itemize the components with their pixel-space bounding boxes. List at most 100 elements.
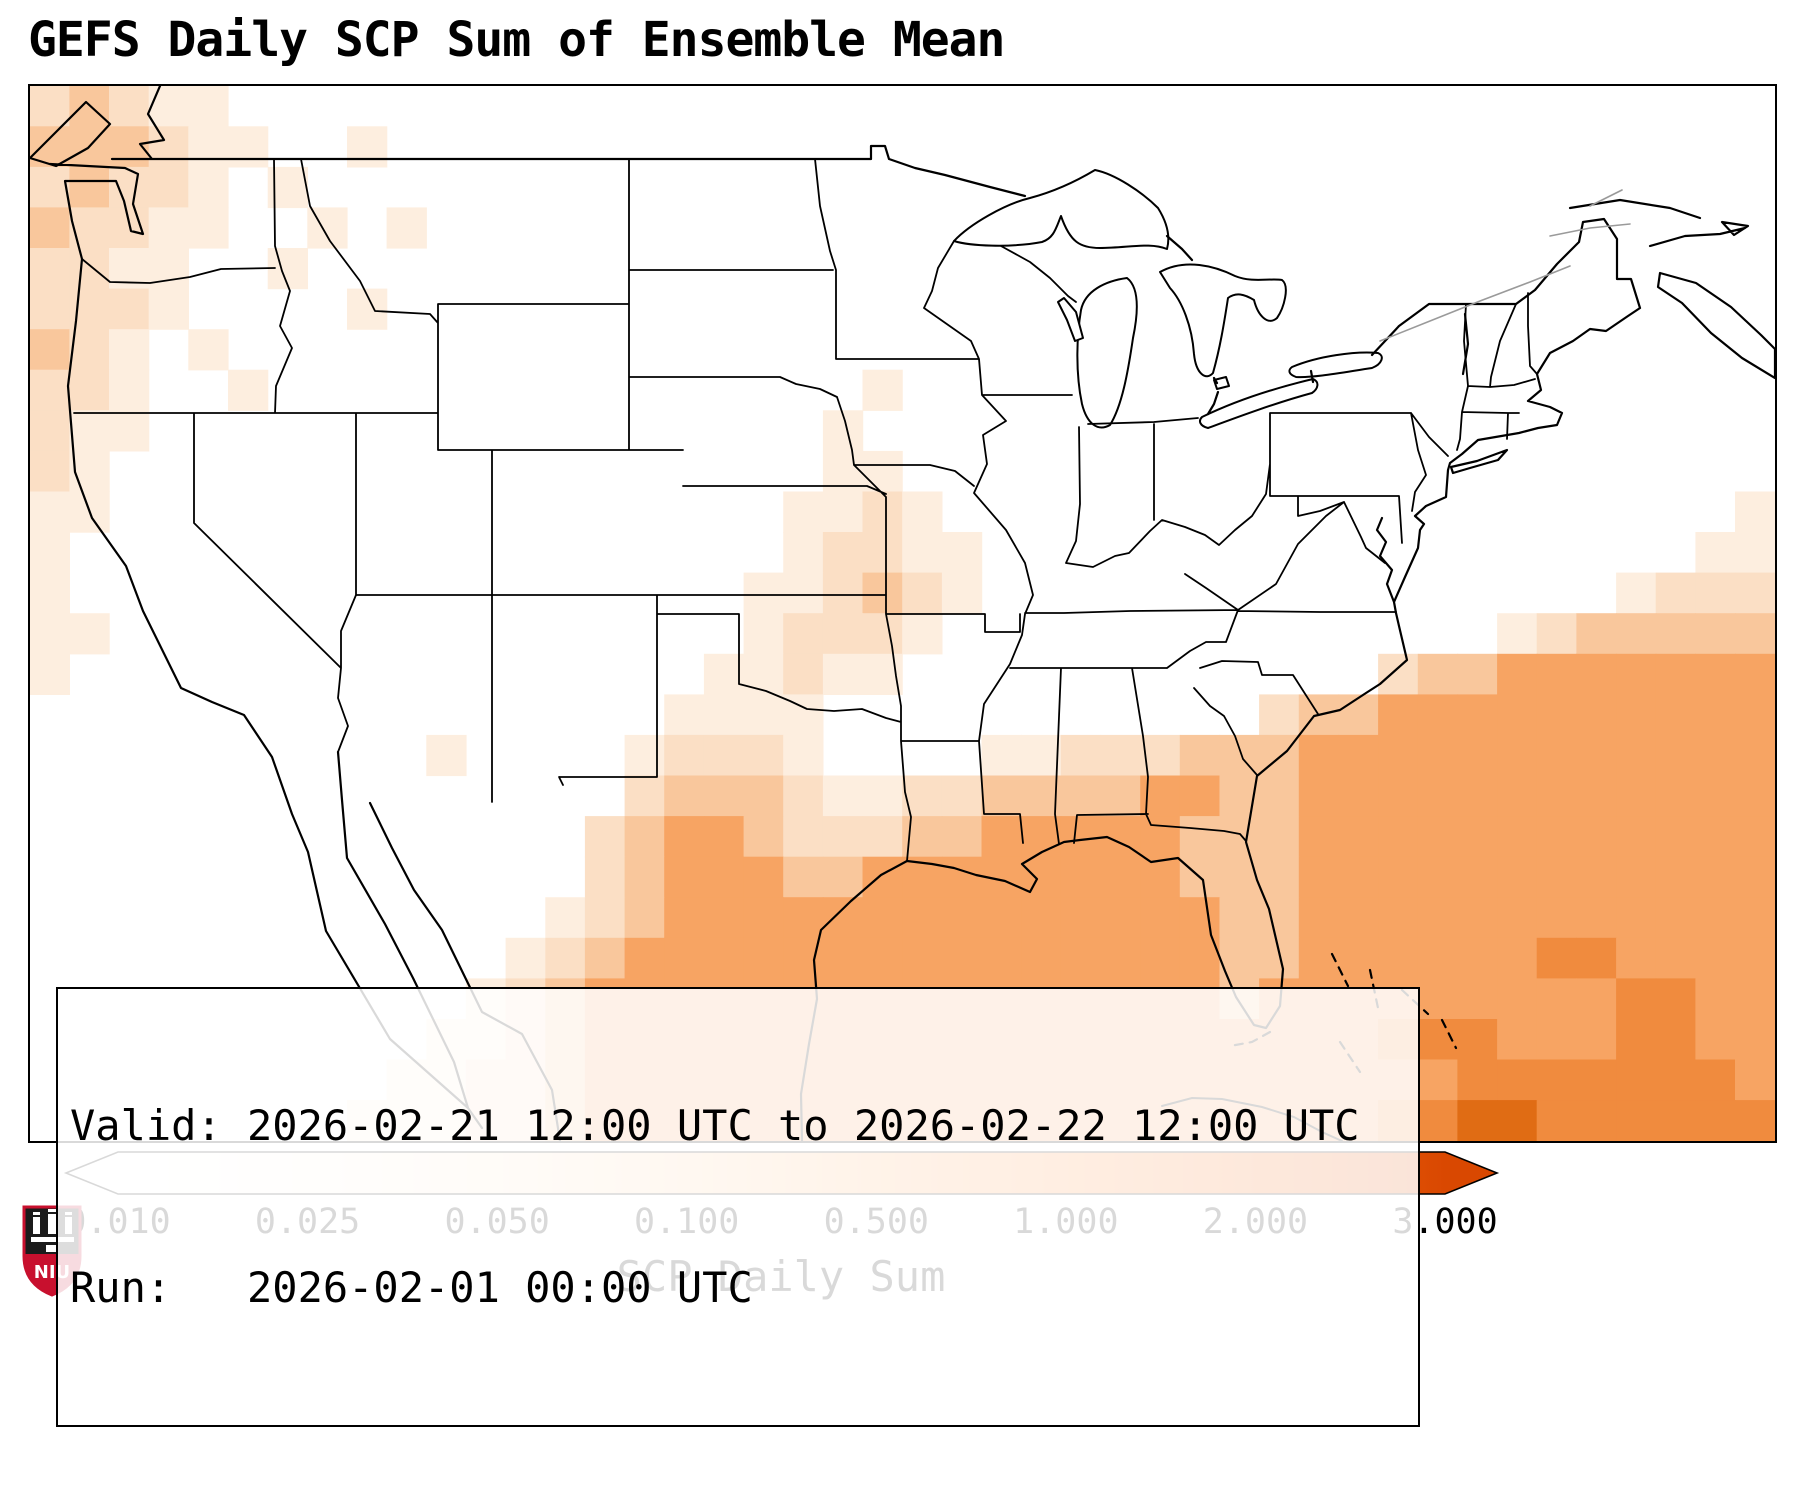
heatmap-cell (783, 897, 824, 939)
heatmap-cell (1417, 937, 1459, 979)
heatmap-cell (148, 166, 189, 209)
heatmap-cell (1576, 775, 1617, 817)
heatmap-cell (703, 856, 745, 898)
heatmap-cell (783, 856, 824, 898)
heatmap-cell (1021, 816, 1062, 858)
heatmap-cell (862, 532, 903, 574)
heatmap-cell (1655, 856, 1696, 898)
heatmap-cell (1497, 1100, 1538, 1141)
heatmap-cell (1219, 734, 1260, 777)
heatmap-cell (30, 248, 70, 290)
heatmap-cell (624, 734, 665, 777)
heatmap-cell (1576, 978, 1617, 1020)
heatmap-cell (1695, 937, 1736, 979)
heatmap-cell (1536, 613, 1577, 655)
heatmap-cell (1576, 937, 1617, 979)
heatmap-cell (1100, 734, 1141, 777)
heatmap-cell (1457, 937, 1498, 979)
heatmap-cell (1735, 694, 1775, 736)
heatmap-cell (30, 329, 70, 371)
heatmap-cell (1497, 1059, 1538, 1101)
heatmap-cell (862, 450, 903, 493)
heatmap-cell (228, 369, 269, 411)
info-valid-line: Valid: 2026-02-21 12:00 UTC to 2026-02-2… (70, 1101, 1360, 1150)
heatmap-cell (1536, 734, 1577, 777)
heatmap-cell (1616, 572, 1657, 614)
heatmap-cell (1338, 694, 1379, 736)
heatmap-cell (1497, 775, 1538, 817)
heatmap-cell (902, 937, 943, 979)
heatmap-cell (1655, 734, 1696, 777)
heatmap-cell (743, 572, 784, 614)
heatmap-cell (1735, 532, 1775, 574)
heatmap-cell (1655, 978, 1696, 1020)
heatmap-cell (1735, 775, 1775, 817)
heatmap-cell (1536, 775, 1577, 817)
heatmap-cell (347, 126, 388, 168)
heatmap-cell (69, 410, 110, 452)
heatmap-cell (1378, 897, 1419, 939)
heatmap-cell (69, 450, 110, 493)
heatmap-cell (743, 816, 784, 858)
heatmap-cell (1021, 897, 1062, 939)
heatmap-cell (941, 897, 983, 939)
heatmap-cell (69, 369, 110, 411)
heatmap-cell (1735, 1100, 1775, 1141)
heatmap-cell (1576, 1100, 1617, 1141)
heatmap-cell (1338, 897, 1379, 939)
heatmap-cell (1417, 653, 1459, 695)
heatmap-cell (1378, 937, 1419, 979)
heatmap-cell (148, 126, 189, 168)
heatmap-cell (30, 491, 70, 533)
heatmap-cell (1259, 694, 1300, 736)
heatmap-cell (1616, 937, 1657, 979)
heatmap-cell (703, 775, 745, 817)
heatmap-cell (1100, 856, 1141, 898)
heatmap-cell (941, 775, 983, 817)
heatmap-cell (148, 207, 189, 249)
heatmap-cell (109, 410, 150, 452)
page-title: GEFS Daily SCP Sum of Ensemble Mean (28, 12, 1005, 68)
heatmap-cell (1219, 856, 1260, 898)
heatmap-cell (1179, 775, 1221, 817)
heatmap-cell (1497, 653, 1538, 695)
heatmap-cell (1616, 978, 1657, 1020)
heatmap-cell (1735, 572, 1775, 614)
heatmap-cell (1457, 897, 1498, 939)
heatmap-cell (1417, 734, 1459, 777)
heatmap-cell (109, 288, 150, 330)
heatmap-cell (1298, 897, 1340, 939)
heatmap-cell (1457, 978, 1498, 1020)
heatmap-cell (1378, 856, 1419, 898)
heatmap-cell (862, 856, 903, 898)
heatmap-cell (1576, 653, 1617, 695)
heatmap-cell (584, 937, 626, 979)
heatmap-cell (1457, 1100, 1498, 1141)
heatmap-cell (1457, 775, 1498, 817)
heatmap-cell (1655, 937, 1696, 979)
heatmap-cell (703, 734, 745, 777)
heatmap-cell (1576, 816, 1617, 858)
heatmap-cell (1735, 734, 1775, 777)
heatmap-cell (902, 775, 943, 817)
info-box: Valid: 2026-02-21 12:00 UTC to 2026-02-2… (56, 987, 1420, 1427)
heatmap-cell (1695, 1100, 1736, 1141)
heatmap-cell (1417, 1059, 1459, 1101)
heatmap-cell (1576, 1059, 1617, 1101)
heatmap-cell (1536, 653, 1577, 695)
heatmap-cell (1100, 775, 1141, 817)
heatmap-cell (743, 775, 784, 817)
heatmap-cell (1497, 856, 1538, 898)
heatmap-cell (1655, 1100, 1696, 1141)
heatmap-cell (1576, 694, 1617, 736)
heatmap-cell (1060, 897, 1102, 939)
heatmap-cell (1259, 937, 1300, 979)
heatmap-cell (1338, 856, 1379, 898)
heatmap-cell (664, 694, 705, 736)
heatmap-cell (1298, 816, 1340, 858)
heatmap-cell (1338, 734, 1379, 777)
heatmap-cell (822, 937, 864, 979)
heatmap-cell (1060, 856, 1102, 898)
map-svg (30, 86, 1775, 1141)
heatmap-cell (1497, 613, 1538, 655)
